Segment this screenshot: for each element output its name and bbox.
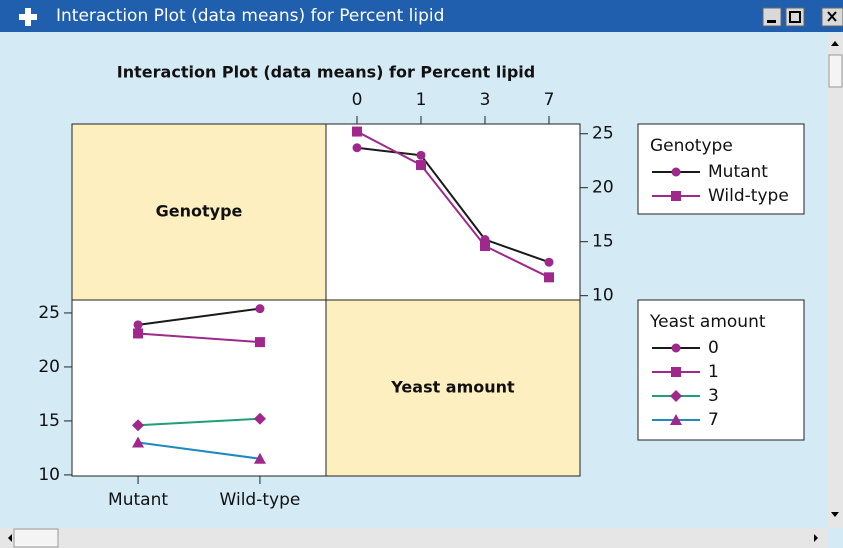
marker <box>544 257 554 267</box>
y-tick-label: 25 <box>38 303 60 323</box>
marker <box>480 241 491 252</box>
scroll-right[interactable] <box>814 534 818 542</box>
minimize-icon <box>767 20 776 23</box>
legend-label: 1 <box>708 362 719 382</box>
series-line <box>137 307 261 326</box>
legend-title: Yeast amount <box>649 312 766 332</box>
series-line <box>137 417 261 427</box>
y-tick-label: 10 <box>592 286 614 306</box>
series-line <box>356 146 550 264</box>
legend-label: 3 <box>708 386 719 406</box>
minimize-button[interactable] <box>762 7 782 27</box>
maximize-icon <box>789 11 801 23</box>
legend-marker <box>671 343 681 353</box>
marker <box>133 320 143 330</box>
marker <box>351 126 362 137</box>
legend-marker <box>671 167 681 177</box>
x-tick-label: Wild-type <box>220 490 301 510</box>
legend-box <box>637 123 805 215</box>
window-icon <box>19 8 37 26</box>
y-tick-label: 20 <box>592 178 614 198</box>
horizontal-scrollbar[interactable] <box>0 528 828 548</box>
chart-title: Interaction Plot (data means) for Percen… <box>117 63 535 82</box>
y-tick-label: 20 <box>38 357 60 377</box>
close-icon <box>827 11 837 22</box>
scroll-left[interactable] <box>8 534 12 542</box>
marker <box>352 143 362 153</box>
marker <box>253 452 266 464</box>
marker <box>253 412 266 425</box>
x-tick-label: 1 <box>416 90 427 110</box>
panel-label: Yeast amount <box>390 378 515 397</box>
marker <box>416 150 426 160</box>
x-tick-label: 0 <box>352 90 363 110</box>
marker <box>132 436 145 448</box>
hscroll-thumb[interactable] <box>13 528 59 548</box>
legend-marker <box>670 390 682 402</box>
series-line <box>356 130 550 279</box>
legend-marker <box>670 414 682 425</box>
x-tick-label: 7 <box>544 90 555 110</box>
scroll-thumb[interactable] <box>828 54 843 88</box>
marker <box>132 419 145 432</box>
plot-panel <box>71 299 327 477</box>
marker <box>415 160 426 171</box>
marker <box>255 304 265 314</box>
legend-box <box>637 299 805 441</box>
legend-label: Wild-type <box>708 186 789 206</box>
label-cell <box>71 123 327 301</box>
window-title: Interaction Plot (data means) for Percen… <box>56 6 444 26</box>
maximize-button[interactable] <box>785 7 805 27</box>
marker <box>133 328 144 339</box>
series-line <box>137 332 261 344</box>
legend-label: Mutant <box>708 162 768 182</box>
marker <box>544 272 555 283</box>
y-tick-label: 25 <box>592 124 614 144</box>
panel-label: Genotype <box>156 202 243 221</box>
legend-label: 0 <box>708 338 719 358</box>
legend-marker <box>671 191 681 201</box>
scroll-up[interactable] <box>831 41 839 46</box>
series-line <box>137 441 261 460</box>
y-tick-label: 15 <box>38 411 60 431</box>
title-bar <box>0 0 843 32</box>
marker <box>254 337 265 348</box>
x-tick-label: 3 <box>480 90 491 110</box>
y-tick-label: 10 <box>38 465 60 485</box>
y-tick-label: 15 <box>592 232 614 252</box>
legend-label: 7 <box>708 410 719 430</box>
legend-marker <box>671 367 681 377</box>
x-tick-label: Mutant <box>108 490 168 510</box>
scroll-down[interactable] <box>831 512 839 517</box>
legend-title: Genotype <box>650 136 733 156</box>
vertical-scrollbar[interactable] <box>828 34 843 528</box>
